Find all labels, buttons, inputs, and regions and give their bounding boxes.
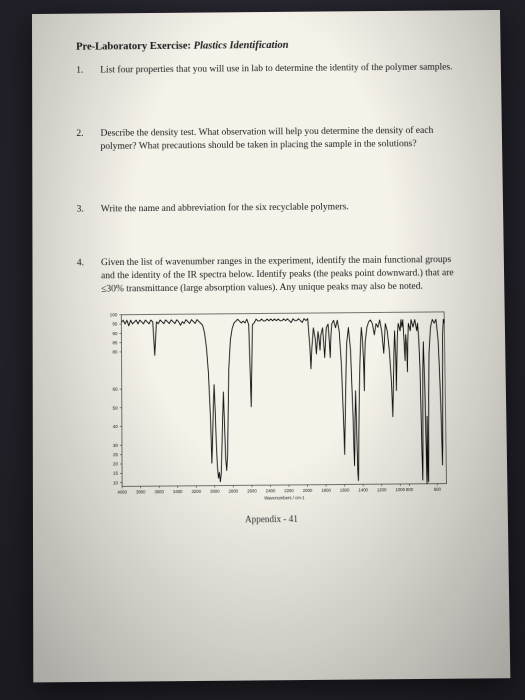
svg-text:100: 100 [110, 312, 118, 317]
svg-text:3400: 3400 [173, 489, 183, 494]
svg-text:3200: 3200 [192, 488, 202, 493]
question-number: 3. [77, 204, 101, 217]
svg-text:95: 95 [112, 321, 118, 326]
ir-spectrum-chart: 100 95 90 85 80 60 50 40 30 25 20 15 10 4000 3800 3600 3… [99, 305, 465, 505]
svg-text:1000: 1000 [395, 487, 405, 492]
question-number: 1. [76, 64, 100, 77]
svg-text:2000: 2000 [303, 488, 313, 493]
svg-text:90: 90 [112, 330, 118, 335]
svg-text:3600: 3600 [154, 489, 164, 494]
title-subject: Plastics Identification [194, 40, 289, 52]
svg-text:85: 85 [112, 340, 118, 345]
svg-text:3000: 3000 [210, 488, 220, 493]
svg-text:40: 40 [113, 424, 119, 429]
question-3: 3. Write the name and abbreviation for t… [77, 201, 461, 217]
question-1: 1. List four properties that you will us… [76, 61, 459, 77]
answer-space [76, 78, 459, 128]
svg-text:Wavenumbers / cm-1: Wavenumbers / cm-1 [264, 495, 305, 501]
svg-text:4000: 4000 [117, 489, 127, 494]
answer-space [77, 218, 462, 258]
svg-text:2200: 2200 [284, 488, 294, 493]
svg-text:900: 900 [406, 487, 414, 492]
svg-text:1800: 1800 [321, 487, 331, 492]
ir-spectrum-svg: 100 95 90 85 80 60 50 40 30 25 20 15 10 4000 3800 3600 3… [99, 305, 453, 504]
svg-text:1400: 1400 [358, 487, 368, 492]
question-4: 4. Given the list of wavenumber ranges i… [77, 254, 462, 296]
question-number: 2. [76, 128, 100, 154]
svg-text:20: 20 [113, 461, 119, 466]
question-number: 4. [77, 257, 101, 296]
worksheet-page: Pre-Laboratory Exercise: Plastics Identi… [32, 10, 510, 682]
answer-space [76, 154, 460, 204]
svg-text:10: 10 [113, 480, 119, 485]
question-text: Write the name and abbreviation for the … [101, 201, 461, 217]
svg-text:2400: 2400 [266, 488, 276, 493]
svg-text:600: 600 [434, 486, 442, 491]
svg-text:3800: 3800 [136, 489, 146, 494]
svg-text:80: 80 [112, 349, 118, 354]
appendix-label: Appendix - 41 [78, 512, 466, 526]
page-title: Pre-Laboratory Exercise: Plastics Identi… [76, 38, 458, 52]
svg-text:30: 30 [113, 442, 119, 447]
svg-text:1600: 1600 [340, 487, 350, 492]
title-prefix: Pre-Laboratory Exercise: [76, 41, 194, 53]
svg-text:25: 25 [113, 452, 119, 457]
svg-text:50: 50 [113, 405, 119, 410]
svg-text:2800: 2800 [229, 488, 239, 493]
question-text: Given the list of wavenumber ranges in t… [101, 254, 462, 296]
svg-text:2600: 2600 [247, 488, 257, 493]
svg-text:15: 15 [113, 470, 119, 475]
question-text: Describe the density test. What observat… [100, 124, 460, 153]
question-2: 2. Describe the density test. What obser… [76, 124, 460, 153]
question-text: List four properties that you will use i… [100, 61, 459, 77]
svg-text:60: 60 [113, 386, 119, 391]
svg-text:1200: 1200 [377, 487, 387, 492]
